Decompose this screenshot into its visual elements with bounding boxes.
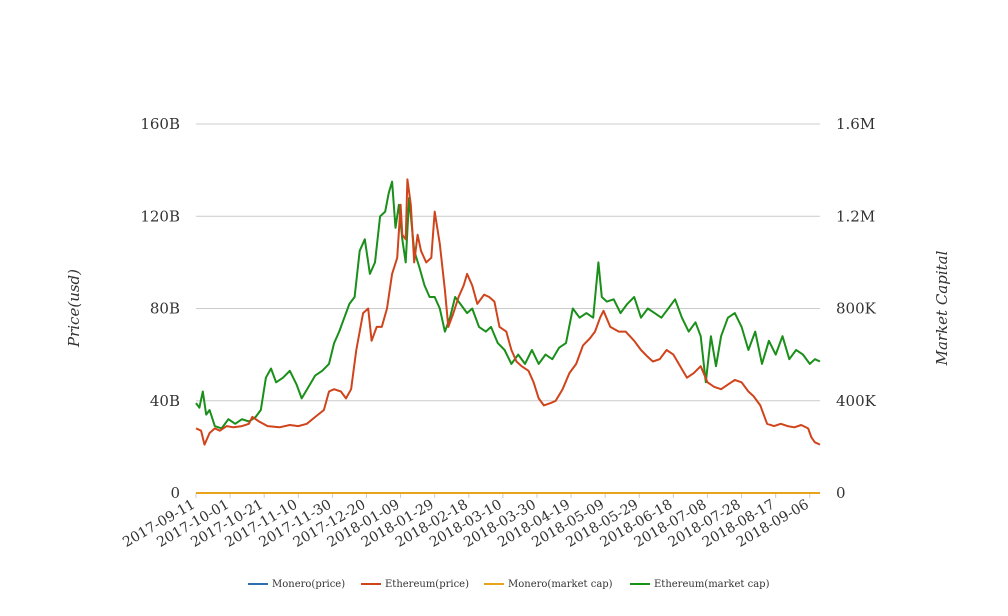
x-axis: 2017-09-112017-10-012017-10-212017-11-10…: [120, 492, 820, 551]
y-left-tick-label: 80B: [150, 300, 180, 318]
legend-label: Ethereum(market cap): [654, 579, 770, 590]
y-right-tick-label: 400K: [836, 392, 877, 410]
legend: Monero(price) Ethereum(price) Monero(marke…: [248, 579, 770, 590]
y-axis-right-title: Market Capital: [933, 250, 951, 366]
y-left-tick-label: 0: [170, 484, 180, 502]
series-lines: [195, 178, 821, 494]
y-right-tick-label: 1.6M: [836, 115, 875, 133]
y-right-tick-label: 800K: [836, 300, 877, 318]
y-left-tick-label: 120B: [140, 207, 180, 225]
y-left-tick-label: 40B: [150, 392, 180, 410]
y-right-tick-label: 1.2M: [836, 207, 875, 225]
series-line-ethereum-market-cap: [195, 180, 821, 430]
y-left-tick-label: 160B: [140, 115, 180, 133]
legend-label: Monero(market cap): [508, 579, 613, 590]
y-axis-right: 0 400K 800K 1.2M 1.6M: [836, 115, 877, 502]
series-line-ethereum-price: [195, 178, 821, 446]
legend-label: Monero(price): [272, 579, 345, 590]
y-axis-left: 0 40B 80B 120B 160B: [140, 115, 180, 502]
legend-label: Ethereum(price): [385, 579, 469, 590]
y-right-tick-label: 0: [836, 484, 846, 502]
gridlines: [196, 123, 820, 402]
y-axis-left-title: Price(usd): [65, 269, 83, 348]
